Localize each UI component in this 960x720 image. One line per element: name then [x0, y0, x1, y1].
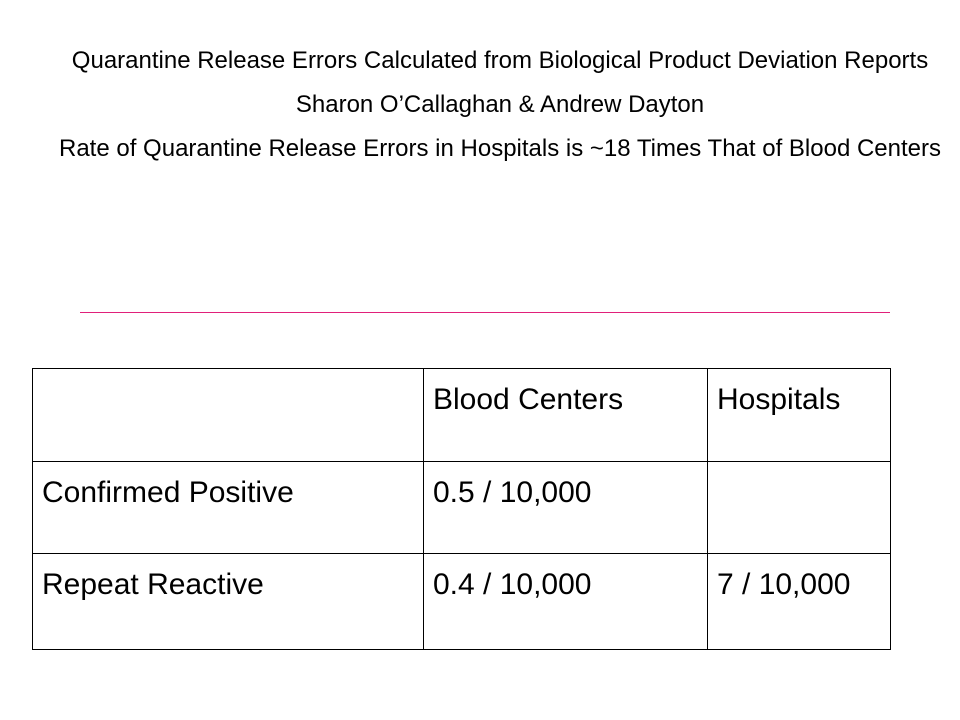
slide-header: Quarantine Release Errors Calculated fro…	[50, 44, 950, 166]
blood-centers-cell: 0.5 / 10,000	[423, 461, 708, 554]
table-row: Confirmed Positive 0.5 / 10,000	[32, 461, 891, 554]
hospitals-cell: 7 / 10,000	[707, 553, 891, 650]
column-header-hospitals-text: Hospitals	[717, 383, 841, 416]
confirmed-positive-hospitals-value	[717, 462, 890, 476]
hospitals-cell	[707, 461, 891, 554]
column-header-hospitals: Hospitals	[707, 368, 891, 462]
title-divider	[80, 312, 890, 313]
confirmed-positive-blood-centers-value: 0.5 / 10,000	[433, 476, 592, 509]
slide-authors: Sharon O’Callaghan & Andrew Dayton	[295, 91, 705, 118]
table-corner-cell	[32, 368, 424, 462]
row-label-repeat-reactive: Repeat Reactive	[42, 568, 264, 601]
repeat-reactive-hospitals-value: 7 / 10,000	[717, 568, 851, 601]
repeat-reactive-blood-centers-value: 0.4 / 10,000	[433, 568, 592, 601]
row-label-confirmed-positive: Confirmed Positive	[42, 476, 294, 509]
table-row: Repeat Reactive 0.4 / 10,000 7 / 10,000	[32, 553, 891, 650]
table-header-row: Blood Centers Hospitals	[32, 368, 891, 462]
row-label-cell: Confirmed Positive	[32, 461, 424, 554]
blood-centers-cell: 0.4 / 10,000	[423, 553, 708, 650]
error-rate-table: Blood Centers Hospitals Confirmed Positi…	[32, 368, 891, 650]
column-header-blood-centers-text: Blood Centers	[433, 383, 624, 416]
slide-title: Quarantine Release Errors Calculated fro…	[71, 47, 929, 74]
column-header-blood-centers: Blood Centers	[423, 368, 708, 462]
row-label-cell: Repeat Reactive	[32, 553, 424, 650]
corner-cell-text	[42, 369, 423, 383]
slide-subtitle: Rate of Quarantine Release Errors in Hos…	[59, 135, 941, 162]
